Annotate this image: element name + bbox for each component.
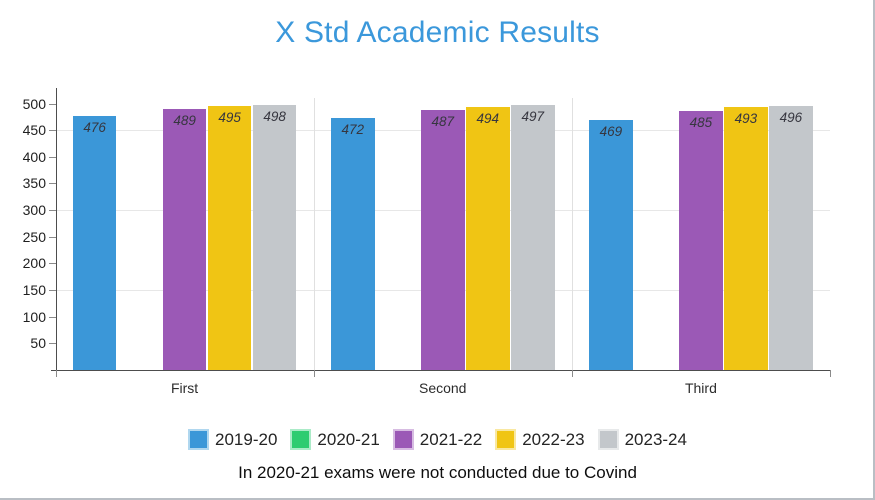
y-tick-label: 500 bbox=[22, 95, 46, 112]
y-axis-tick bbox=[48, 103, 56, 105]
bar-third-2023-24: 496 bbox=[769, 105, 813, 370]
bar-value-label: 494 bbox=[476, 110, 500, 126]
legend-swatch bbox=[597, 429, 619, 450]
bar-second-2019-20: 472 bbox=[331, 118, 375, 370]
bar-value-label: 476 bbox=[83, 120, 106, 136]
bar-value-label: 496 bbox=[779, 109, 803, 125]
y-tick-label: 150 bbox=[22, 282, 46, 299]
y-tick-label: 350 bbox=[22, 175, 46, 192]
chart-title: X Std Academic Results bbox=[275, 16, 600, 49]
x-category-label-second: Second bbox=[418, 380, 467, 396]
bar-value-label: 493 bbox=[734, 111, 758, 127]
y-axis-tick bbox=[48, 263, 56, 265]
bar-value-label: 498 bbox=[263, 108, 286, 124]
bar-second-2021-22: 487 bbox=[421, 110, 465, 370]
bar-first-2023-24: 498 bbox=[252, 104, 297, 370]
x-axis-line bbox=[50, 370, 830, 371]
legend-item-2019-20[interactable]: 2019-20 bbox=[188, 429, 277, 450]
legend-swatch bbox=[495, 429, 517, 450]
bar-second-2023-24: 497 bbox=[511, 105, 555, 370]
x-axis-tick bbox=[55, 370, 57, 377]
legend-label: 2019-20 bbox=[215, 429, 278, 449]
x-axis-tick bbox=[313, 370, 315, 377]
y-axis-tick bbox=[48, 183, 56, 185]
y-axis-tick bbox=[48, 316, 56, 318]
bar-value-label: 469 bbox=[599, 124, 623, 140]
legend-item-2021-22[interactable]: 2021-22 bbox=[392, 429, 483, 450]
bar-value-label: 497 bbox=[521, 109, 545, 125]
y-tick-label: 250 bbox=[22, 228, 46, 245]
bar-value-label: 485 bbox=[689, 115, 713, 131]
y-axis-tick bbox=[48, 343, 56, 345]
legend-item-2020-21[interactable]: 2020-21 bbox=[290, 429, 380, 450]
legend-swatch bbox=[188, 429, 210, 450]
gridline-vertical bbox=[313, 98, 315, 377]
y-axis-tick bbox=[48, 236, 56, 238]
y-axis-tick bbox=[48, 130, 56, 132]
bar-third-2019-20: 469 bbox=[589, 120, 633, 370]
legend-label: 2021-22 bbox=[419, 429, 483, 449]
legend-swatch bbox=[392, 429, 414, 450]
bar-value-label: 472 bbox=[341, 122, 365, 138]
bar-value-label: 487 bbox=[431, 114, 455, 130]
bar-value-label: 495 bbox=[218, 110, 241, 126]
chart-caption: In 2020-21 exams were not conducted due … bbox=[238, 463, 637, 482]
x-category-label-first: First bbox=[170, 380, 199, 396]
x-axis-tick bbox=[830, 370, 831, 377]
y-tick-label: 450 bbox=[22, 122, 46, 139]
bar-first-2019-20: 476 bbox=[72, 116, 117, 370]
legend-label: 2022-23 bbox=[522, 429, 585, 449]
y-axis-tick bbox=[48, 210, 56, 212]
chart-legend: 2019-20 2020-21 2021-22 2022-23 2023-24 bbox=[0, 429, 875, 450]
y-tick-label: 300 bbox=[22, 202, 46, 219]
y-tick-label: 400 bbox=[22, 148, 46, 165]
legend-item-2022-23[interactable]: 2022-23 bbox=[495, 429, 585, 450]
y-tick-label: 50 bbox=[30, 335, 46, 352]
bar-first-2022-23: 495 bbox=[207, 106, 252, 370]
gridline-vertical bbox=[571, 98, 573, 377]
bar-third-2022-23: 493 bbox=[724, 107, 768, 370]
y-tick-label: 100 bbox=[22, 308, 46, 325]
bar-second-2022-23: 494 bbox=[466, 106, 510, 370]
legend-label: 2020-21 bbox=[317, 429, 380, 449]
bar-first-2021-22: 489 bbox=[162, 109, 207, 370]
y-axis-line bbox=[55, 88, 57, 376]
x-category-label-third: Third bbox=[684, 380, 717, 396]
y-tick-label: 200 bbox=[22, 255, 46, 272]
bar-value-label: 489 bbox=[173, 113, 196, 129]
y-axis-tick bbox=[48, 156, 56, 158]
x-axis-tick bbox=[571, 370, 573, 377]
y-axis-tick bbox=[48, 290, 56, 292]
legend-label: 2023-24 bbox=[624, 429, 687, 449]
legend-swatch bbox=[290, 429, 312, 450]
bar-third-2021-22: 485 bbox=[679, 111, 723, 370]
legend-item-2023-24[interactable]: 2023-24 bbox=[597, 429, 687, 450]
